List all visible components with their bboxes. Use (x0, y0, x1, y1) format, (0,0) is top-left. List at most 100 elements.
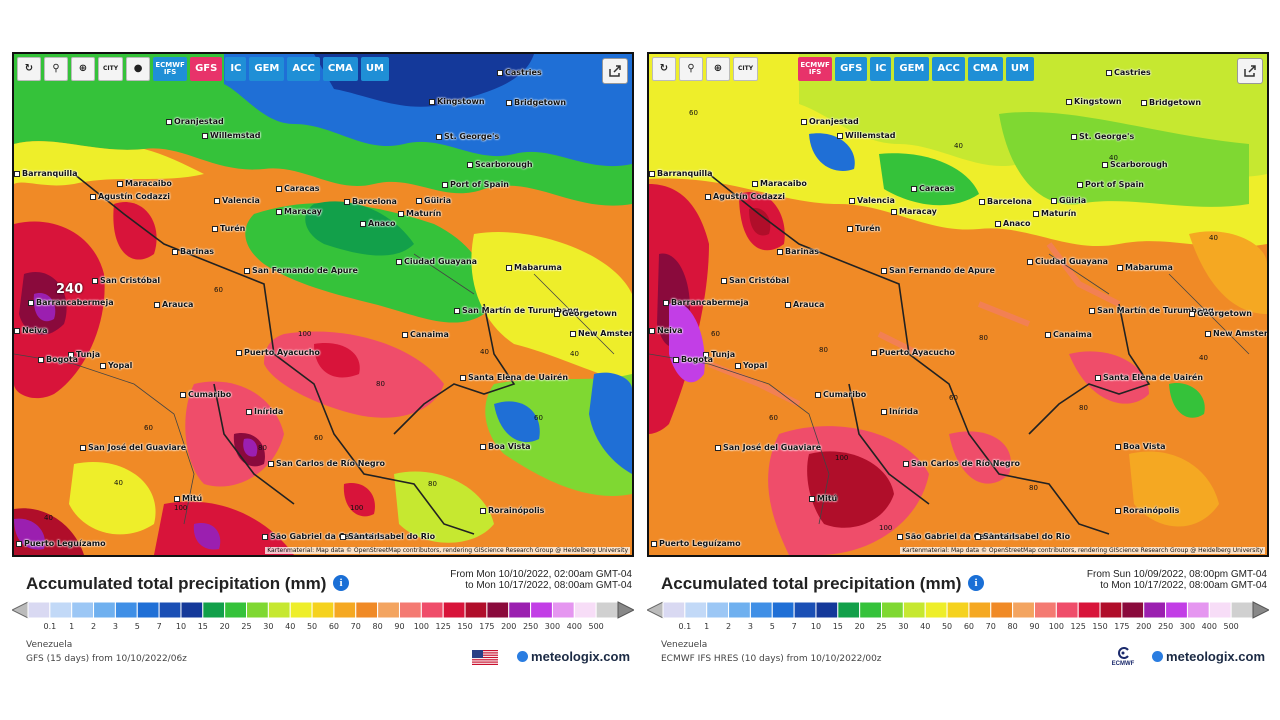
city-label: Willemstad (202, 131, 261, 140)
refresh-icon[interactable]: ↻ (17, 57, 41, 81)
city-label: Oranjestad (801, 117, 859, 126)
info-icon[interactable]: i (333, 575, 349, 591)
city-label: Barinas (172, 247, 214, 256)
city-label: Port of Spain (442, 180, 509, 189)
city-label: Scarborough (1102, 160, 1168, 169)
info-icon[interactable]: i (968, 575, 984, 591)
legend-swatch (793, 601, 817, 619)
model-button-acc[interactable]: ACC (932, 57, 965, 81)
city-label: Kingstown (1066, 97, 1122, 106)
legend-swatch (815, 601, 839, 619)
contour-label: 80 (428, 480, 437, 488)
model-button-ic[interactable]: IC (870, 57, 892, 81)
city-label: Ciudad Guayana (1027, 257, 1108, 266)
legend-swatch (530, 601, 553, 619)
brand-logo[interactable]: meteologix.com (517, 649, 630, 664)
contour-label: 60 (144, 424, 153, 432)
legend-tick-label: 1 (69, 622, 75, 631)
legend-swatch (837, 601, 861, 619)
legend-tick-label: 175 (479, 622, 495, 631)
city-label: Bridgetown (1141, 98, 1201, 107)
city-label: Georgetown (1189, 309, 1252, 318)
city-toggle[interactable]: CITY (733, 57, 759, 81)
legend-swatch (728, 601, 751, 619)
legend-swatch (377, 601, 400, 619)
model-button-cma[interactable]: CMA (967, 57, 1003, 81)
city-label: Boa Vista (480, 442, 531, 451)
contour-label: 60 (769, 414, 778, 422)
contour-label: 100 (298, 330, 312, 338)
city-label: Inírida (881, 407, 918, 416)
legend-swatch (1165, 601, 1188, 619)
model-button-gem[interactable]: GEM (249, 57, 285, 81)
city-label: Barranquilla (14, 169, 78, 178)
map-attribution: Kartenmaterial: Map data © OpenStreetMap… (900, 547, 1265, 554)
city-label: Tunja (68, 350, 100, 359)
legend-tick-label: 50 (306, 622, 318, 631)
model-run-label: ECMWF IFS HRES (10 days) from 10/10/2022… (661, 654, 882, 664)
pin-icon[interactable]: ⚲ (44, 57, 68, 81)
city-label: Rorainópolis (480, 506, 544, 515)
city-label: San José del Guaviare (715, 443, 821, 452)
city-label: Maturín (398, 209, 441, 218)
legend-swatch (1033, 601, 1057, 619)
model-button-cma[interactable]: CMA (322, 57, 358, 81)
model-button-gfs[interactable]: GFS (835, 57, 868, 81)
color-legend-bar (12, 601, 634, 619)
share-icon[interactable] (1237, 58, 1263, 84)
contour-label: 60 (534, 414, 543, 422)
legend-swatch (71, 601, 95, 619)
precipitation-map[interactable]: ↻ ⚲ ⊕ CITY ● ECMWF IFS GFS IC GEM ACC CM… (12, 52, 634, 557)
refresh-icon[interactable]: ↻ (652, 57, 676, 81)
legend-arrow-left (12, 601, 29, 619)
model-button-ecmwf[interactable]: ECMWF IFS (798, 57, 833, 81)
zoom-icon[interactable]: ⊕ (706, 57, 730, 81)
legend-tick-label: 5 (769, 622, 775, 631)
legend-swatch (706, 601, 730, 619)
city-label: Canaima (1045, 330, 1092, 339)
model-button-ecmwf[interactable]: ECMWF IFS (153, 57, 188, 81)
brand-text: meteologix.com (1166, 649, 1265, 664)
precipitation-map[interactable]: ↻ ⚲ ⊕ CITY ECMWF IFS GFS IC GEM ACC CMA … (647, 52, 1269, 557)
contour-label: 240 (56, 282, 84, 297)
pin-icon[interactable]: ⚲ (679, 57, 703, 81)
legend-swatch (224, 601, 248, 619)
city-label: Santa Elena de Uairén (1095, 373, 1203, 382)
city-label: Barcelona (344, 197, 397, 206)
legend-tick-label: 300 (544, 622, 561, 631)
legend-swatch (202, 601, 226, 619)
city-label: Maracaibo (752, 179, 807, 188)
city-label: Agustín Codazzi (705, 192, 785, 201)
zoom-icon[interactable]: ⊕ (71, 57, 95, 81)
chart-title: Accumulated total precipitation (mm) (661, 574, 962, 593)
legend-swatch (771, 601, 795, 619)
model-button-ic[interactable]: IC (225, 57, 247, 81)
city-label: Mitú (174, 494, 202, 503)
model-button-acc[interactable]: ACC (287, 57, 320, 81)
legend-tick-label: 25 (876, 622, 887, 631)
contour-label: 100 (879, 524, 893, 532)
legend-arrow-right (1252, 601, 1269, 619)
legend-swatch (114, 601, 138, 619)
date-range: From Sun 10/09/2022, 08:00pm GMT-04 to M… (1087, 569, 1267, 591)
model-button-gfs[interactable]: GFS (190, 57, 223, 81)
city-label: Puerto Leguízamo (16, 539, 106, 548)
city-toggle[interactable]: CITY (98, 57, 124, 81)
model-button-gem[interactable]: GEM (894, 57, 930, 81)
dot-toggle[interactable]: ● (126, 57, 151, 81)
city-label: Scarborough (467, 160, 533, 169)
share-icon[interactable] (602, 58, 628, 84)
model-button-um[interactable]: UM (360, 57, 389, 81)
legend-swatch (1143, 601, 1167, 619)
legend-swatch (595, 601, 619, 619)
legend-tick-label: 80 (372, 622, 383, 631)
brand-logo[interactable]: meteologix.com (1152, 649, 1265, 664)
contour-label: 80 (376, 380, 385, 388)
model-button-um[interactable]: UM (1005, 57, 1034, 81)
legend-swatch (136, 601, 160, 619)
ecmwf-logo-icon: ECMWF (1107, 647, 1139, 669)
legend-swatch (573, 601, 597, 619)
legend-tick-label: 500 (1223, 622, 1239, 631)
date-to: to Mon 10/17/2022, 08:00am GMT-04 (465, 580, 632, 591)
legend-tick-label: 50 (941, 622, 953, 631)
